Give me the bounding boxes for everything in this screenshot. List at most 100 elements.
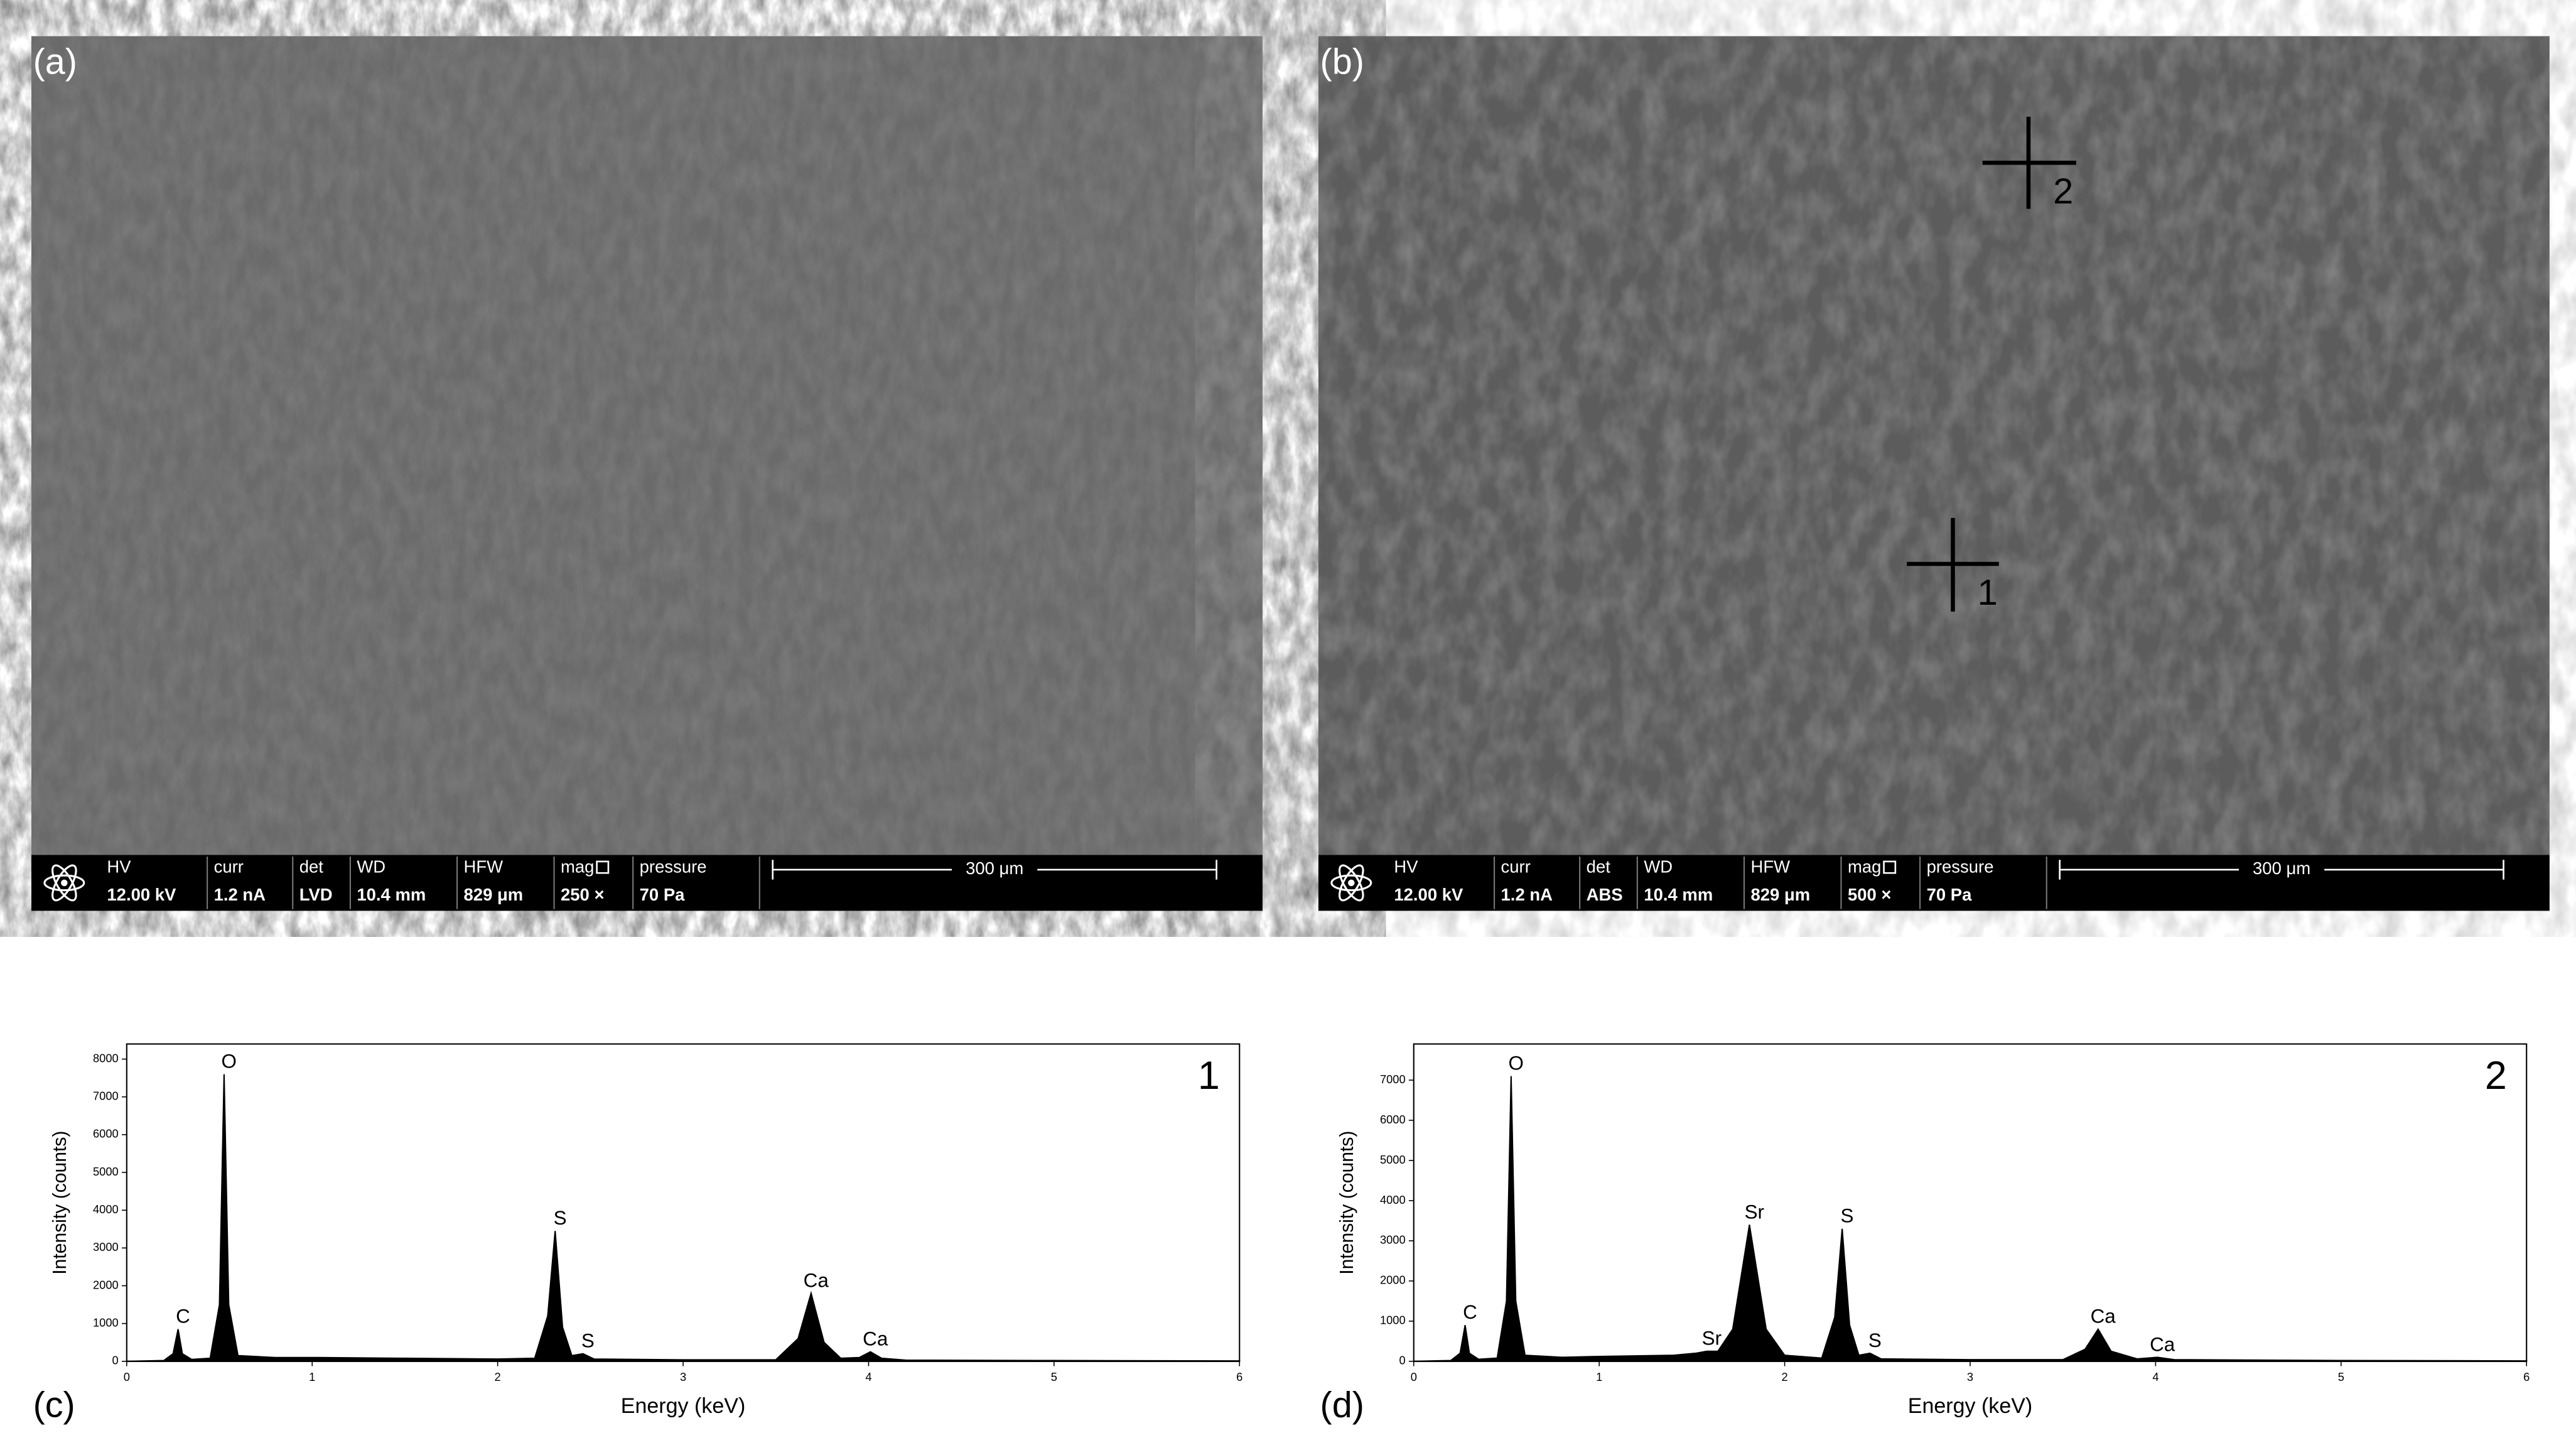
field-name: HV (1394, 857, 1418, 877)
peak-label: O (222, 1051, 237, 1073)
x-tick-label: 1 (1596, 1370, 1602, 1383)
atom-icon (1348, 879, 1355, 887)
scale-label: 300 μm (2253, 858, 2310, 878)
field-name: mag (1848, 857, 1881, 877)
peak-label: O (1509, 1052, 1524, 1074)
field-value: 10.4 mm (1644, 885, 1713, 904)
peak-label: C (176, 1306, 190, 1328)
spectrum (1413, 1076, 2528, 1362)
marker-label: 2 (2053, 171, 2073, 212)
y-tick-label: 4000 (93, 1203, 119, 1216)
field-name: curr (214, 857, 244, 877)
y-tick-label: 5000 (93, 1165, 119, 1178)
peak-label: S (1841, 1205, 1854, 1227)
field-name: mag (561, 857, 594, 877)
y-tick-label: 7000 (1380, 1073, 1406, 1086)
plot-frame (126, 1043, 1241, 1362)
field-value: 829 μm (464, 885, 524, 904)
marker-label: 1 (1978, 573, 1998, 613)
field-value: ABS (1587, 885, 1623, 904)
y-tick-label: 0 (1399, 1354, 1406, 1367)
atom-icon (51, 864, 77, 902)
panel-label: (c) (33, 1385, 75, 1425)
spectrum (126, 1074, 1241, 1362)
peak-label: S (581, 1330, 595, 1352)
peak-label: Sr (1745, 1201, 1764, 1223)
x-tick-label: 2 (495, 1370, 501, 1383)
field-value: 500 × (1848, 885, 1892, 904)
field-name: HFW (1750, 857, 1790, 877)
y-tick-label: 1000 (93, 1316, 119, 1329)
x-axis-label: Energy (keV) (1908, 1394, 2033, 1418)
x-tick-label: 6 (1236, 1370, 1242, 1383)
field-value: 10.4 mm (357, 885, 426, 904)
x-tick-label: 5 (2338, 1370, 2344, 1383)
field-name: curr (1501, 857, 1531, 877)
x-tick-label: 4 (865, 1370, 871, 1383)
y-tick-label: 5000 (1380, 1153, 1406, 1166)
field-name: det (299, 857, 324, 877)
field-value: LVD (299, 885, 333, 904)
y-axis-label: Intensity (counts) (1337, 1131, 1357, 1275)
x-tick-label: 3 (680, 1370, 686, 1383)
peak-label: Ca (863, 1328, 888, 1350)
peak-label: Sr (1702, 1328, 1722, 1350)
field-name: HFW (464, 857, 504, 877)
sem-texture-b (1318, 36, 2550, 855)
x-tick-label: 1 (309, 1370, 315, 1383)
atom-icon (61, 879, 68, 887)
atom-icon (43, 874, 85, 892)
field-value: 1.2 nA (214, 885, 266, 904)
peak-label: C (1463, 1301, 1477, 1323)
field-name: WD (357, 857, 385, 877)
atom-icon (1338, 864, 1364, 902)
info-bar (1318, 855, 2550, 911)
peak-label: Ca (2091, 1306, 2116, 1328)
atom-icon (1338, 864, 1364, 902)
y-tick-label: 2000 (93, 1278, 119, 1291)
x-tick-label: 6 (2523, 1370, 2530, 1383)
field-value: 1.2 nA (1501, 885, 1553, 904)
field-name: WD (1644, 857, 1673, 877)
panel-label: (d) (1320, 1385, 1364, 1425)
atom-icon (51, 864, 77, 902)
y-tick-label: 2000 (1380, 1274, 1406, 1287)
x-tick-label: 3 (1967, 1370, 1973, 1383)
x-tick-label: 5 (1051, 1370, 1057, 1383)
peak-label: S (1868, 1329, 1882, 1351)
plot-frame (1413, 1043, 2528, 1362)
x-tick-label: 0 (124, 1370, 130, 1383)
y-tick-label: 7000 (93, 1090, 119, 1103)
field-value: 12.00 kV (107, 885, 176, 904)
field-value: 250 × (561, 885, 605, 904)
y-tick-label: 0 (112, 1354, 119, 1367)
scale-label: 300 μm (966, 858, 1023, 878)
field-name: pressure (1927, 857, 1994, 877)
marker-crosses (1907, 116, 2076, 612)
y-axis-label: Intensity (counts) (50, 1131, 70, 1275)
spectrum-number: 2 (2485, 1054, 2507, 1098)
field-name: det (1587, 857, 1611, 877)
y-tick-label: 6000 (93, 1127, 119, 1140)
y-tick-label: 6000 (1380, 1113, 1406, 1126)
field-name: pressure (640, 857, 707, 877)
mag-icon (1883, 860, 1897, 874)
field-value: 12.00 kV (1394, 885, 1463, 904)
mag-icon (596, 860, 610, 874)
y-tick-label: 3000 (93, 1240, 119, 1253)
info-bar (31, 855, 1263, 911)
y-tick-label: 3000 (1380, 1233, 1406, 1247)
panel-label: (a) (33, 41, 77, 82)
x-axis-label: Energy (keV) (621, 1394, 746, 1418)
sem-texture-a (31, 36, 1263, 855)
atom-icon (1330, 874, 1372, 892)
y-tick-label: 8000 (93, 1051, 119, 1064)
y-tick-label: 4000 (1380, 1193, 1406, 1206)
field-value: 70 Pa (1927, 885, 1973, 904)
spectrum-number: 1 (1198, 1054, 1220, 1098)
peak-label: S (554, 1207, 567, 1229)
peak-label: Ca (2150, 1333, 2175, 1355)
x-tick-label: 4 (2152, 1370, 2158, 1383)
